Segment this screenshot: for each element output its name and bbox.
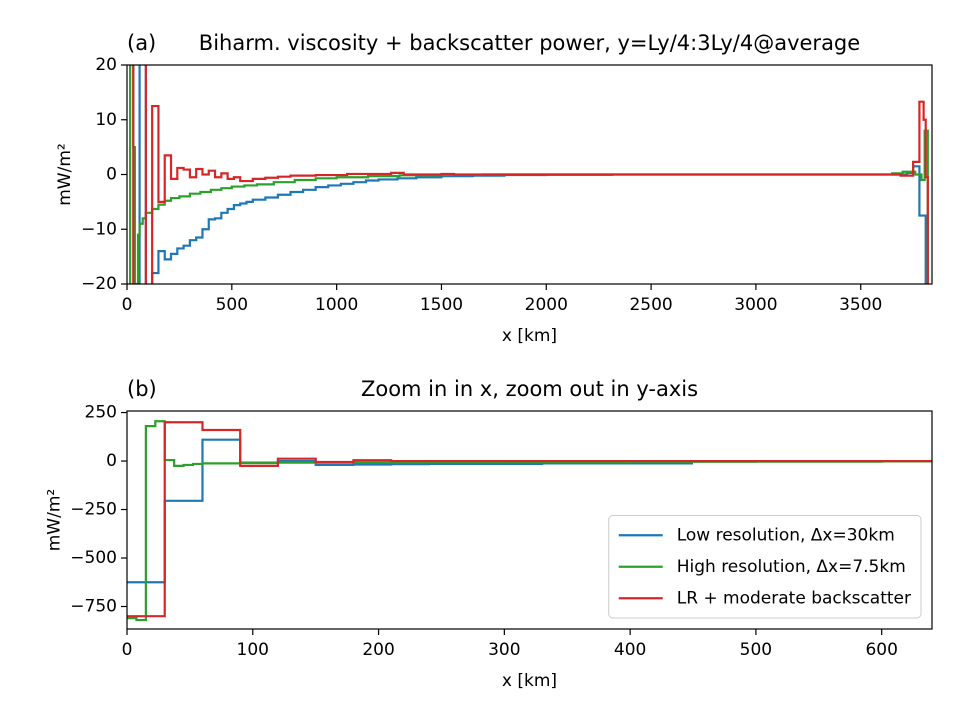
x-tick-label: 0 (122, 640, 133, 660)
y-tick-label: 20 (95, 55, 117, 75)
subplot: 0 100 200 300 400 500 600 −750 −500 −250 0 250 Zoom … (44, 377, 933, 691)
x-tick-label: 3500 (839, 295, 882, 315)
x-tick-label: 1500 (420, 295, 463, 315)
x-tick-label: 1000 (315, 295, 358, 315)
legend-label: Low resolution, Δx=30km (677, 525, 895, 545)
axes-frame (126, 410, 933, 630)
x-tick-label: 3000 (734, 295, 777, 315)
panel-label: (b) (127, 377, 157, 401)
series-line (138, 65, 927, 284)
subplot: 0 500 1000 1500 2000 2500 3000 3500 −20 −10 0 10 20 B… (55, 31, 933, 346)
title: Biharm. viscosity + backscatter power, y… (199, 31, 860, 55)
x-tick-label: 2000 (525, 295, 568, 315)
y-axis-label: mW/m² (44, 489, 64, 551)
y-tick-label: 0 (106, 451, 117, 471)
panel-label: (a) (127, 31, 156, 55)
x-tick-label: 500 (740, 640, 772, 660)
title: Zoom in in x, zoom out in y-axis (361, 377, 698, 401)
legend-box (608, 515, 922, 619)
series-line (127, 421, 932, 618)
y-tick-label: 10 (95, 110, 117, 130)
y-axis-label: mW/m² (55, 143, 75, 205)
y-tick-label: −750 (70, 597, 117, 617)
y-tick-label: −500 (70, 548, 117, 568)
legend-label: High resolution, Δx=7.5km (677, 557, 906, 577)
legend: Low resolution, Δx=30km High resolution, … (608, 515, 922, 619)
x-tick-label: 300 (488, 640, 520, 660)
y-tick-label: −10 (81, 219, 117, 239)
x-axis-label: x [km] (502, 671, 557, 691)
x-tick-label: 500 (216, 295, 248, 315)
y-tick-label: 0 (106, 165, 117, 185)
x-tick-label: 400 (614, 640, 646, 660)
x-tick-label: 0 (122, 295, 133, 315)
series-line (127, 438, 694, 584)
x-tick-label: 600 (865, 640, 897, 660)
x-tick-label: 100 (237, 640, 269, 660)
x-tick-label: 2500 (629, 295, 672, 315)
y-tick-label: −20 (81, 274, 117, 294)
x-tick-label: 200 (362, 640, 394, 660)
series-line (132, 65, 929, 284)
x-axis-label: x [km] (502, 326, 557, 346)
legend-label: LR + moderate backscatter (677, 588, 911, 608)
y-tick-label: 250 (85, 403, 117, 423)
y-tick-label: −250 (70, 500, 117, 520)
